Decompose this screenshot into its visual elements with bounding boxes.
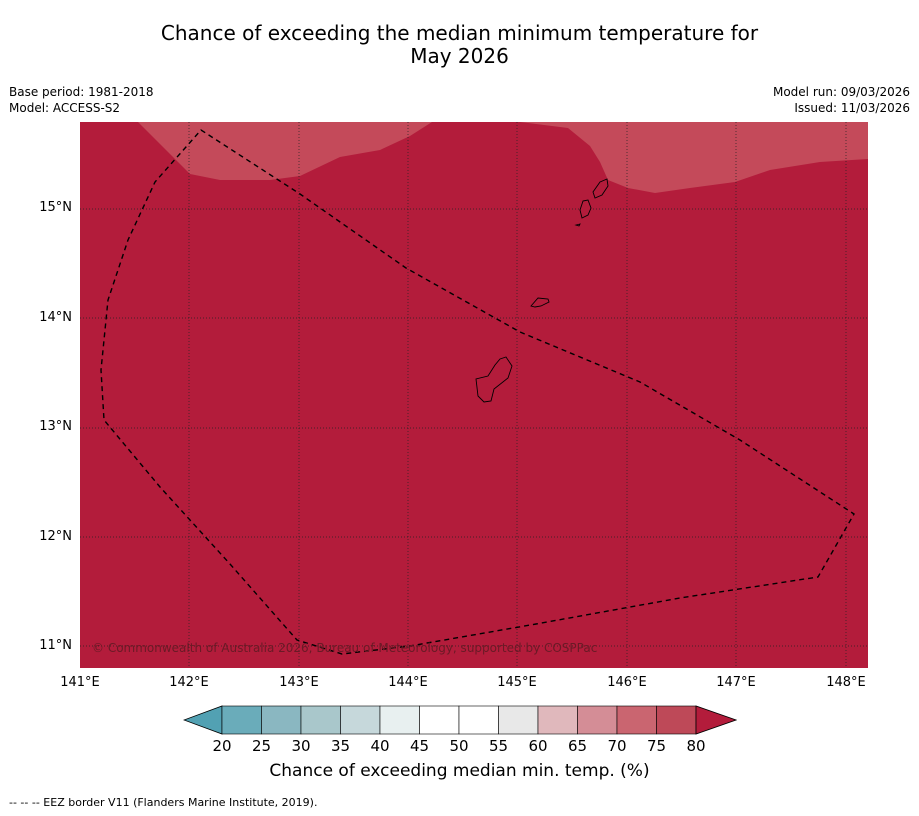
meta-left: Base period: 1981-2018 Model: ACCESS-S2: [9, 84, 154, 116]
forecast-map: [80, 122, 868, 668]
colorbar-segment: [577, 705, 618, 735]
island-guam: [475, 356, 513, 403]
island-outlines: [475, 178, 609, 403]
latitude-label: 12°N: [39, 529, 72, 544]
colorbar-segment: [458, 705, 499, 735]
colorbar-title: Chance of exceeding median min. temp. (%…: [269, 761, 650, 781]
colorbar-tick-label: 65: [567, 737, 588, 755]
colorbar-tick-label: 45: [409, 737, 430, 755]
longitude-label: 145°E: [497, 675, 537, 690]
base-period: Base period: 1981-2018: [9, 85, 154, 99]
colorbar-tick-label: 80: [686, 737, 706, 755]
map-gridlines: [80, 122, 868, 668]
colorbar-tick-label: 60: [528, 737, 548, 755]
colorbar-tick-label: 40: [370, 737, 390, 755]
colorbar-high-extend: [695, 705, 737, 735]
colorbar-tick-label: 25: [251, 737, 272, 755]
chart-title: Chance of exceeding the median minimum t…: [0, 22, 919, 68]
latitude-label: 15°N: [39, 200, 72, 215]
longitude-label: 146°E: [607, 675, 647, 690]
colorbar-segment: [616, 705, 657, 735]
meta-right: Model run: 09/03/2026 Issued: 11/03/2026: [773, 84, 910, 116]
colorbar-tick-label: 20: [212, 737, 232, 755]
colorbar-segment: [419, 705, 460, 735]
island-rota: [530, 297, 550, 308]
colorbar-segment: [300, 705, 341, 735]
title-line-1: Chance of exceeding the median minimum t…: [160, 21, 759, 45]
colorbar-segment: [261, 705, 302, 735]
copyright-notice: © Commonwealth of Australia 2026, Bureau…: [92, 641, 598, 655]
colorbar-tick-label: 70: [607, 737, 627, 755]
longitude-label: 141°E: [60, 675, 100, 690]
latitude-label: 11°N: [39, 638, 72, 653]
eez-border: [100, 129, 855, 655]
colorbar-tick-label: 55: [488, 737, 509, 755]
colorbar: [183, 705, 737, 735]
longitude-label: 147°E: [716, 675, 756, 690]
longitude-label: 148°E: [826, 675, 866, 690]
longitude-label: 144°E: [388, 675, 428, 690]
colorbar-segment: [379, 705, 420, 735]
footer-note: -- -- -- EEZ border V11 (Flanders Marine…: [9, 796, 318, 809]
latitude-label: 13°N: [39, 419, 72, 434]
title-line-2: May 2026: [410, 44, 509, 68]
colorbar-segment: [340, 705, 381, 735]
model-run: Model run: 09/03/2026: [772, 85, 910, 99]
issued-date: Issued: 11/03/2026: [794, 101, 910, 115]
colorbar-segment: [498, 705, 539, 735]
colorbar-segment: [656, 705, 697, 735]
island-aguijan: [574, 223, 581, 227]
map-upper-fill-right: [520, 122, 868, 193]
model-name: Model: ACCESS-S2: [9, 101, 121, 115]
colorbar-segment: [221, 705, 262, 735]
island-saipan: [592, 178, 609, 199]
map-main-fill: [80, 122, 868, 668]
colorbar-low-extend: [183, 705, 223, 735]
colorbar-tick-label: 35: [330, 737, 351, 755]
colorbar-tick-label: 75: [646, 737, 667, 755]
longitude-label: 142°E: [169, 675, 209, 690]
longitude-label: 143°E: [279, 675, 319, 690]
colorbar-segment: [537, 705, 578, 735]
island-tinian: [579, 199, 592, 219]
colorbar-tick-label: 30: [291, 737, 311, 755]
latitude-label: 14°N: [39, 310, 72, 325]
colorbar-tick-label: 50: [449, 737, 469, 755]
